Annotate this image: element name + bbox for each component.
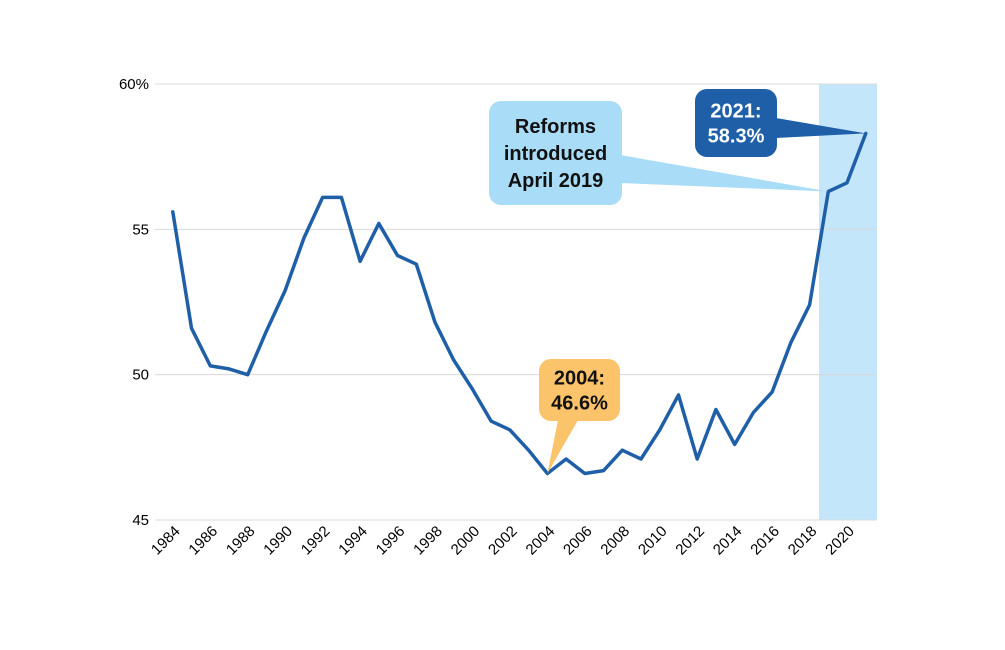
x-tick-label: 2018: [785, 523, 821, 559]
callout-text-line: April 2019: [508, 170, 604, 192]
y-tick-label: 50: [132, 367, 149, 384]
callout-box: [695, 89, 777, 157]
x-tick-label: 1994: [335, 523, 371, 559]
callout-pointer: [620, 155, 829, 192]
callout-low2004: 2004: 46.6%: [539, 359, 620, 474]
x-tick-label: 2012: [672, 523, 708, 559]
callout-text-line: 2021:: [710, 101, 761, 123]
y-tick-label: 55: [132, 221, 149, 238]
x-tick-label: 1996: [373, 523, 409, 559]
y-tick-label: 60%: [119, 76, 149, 93]
callout-peak2021: 2021: 58.3%: [695, 89, 866, 157]
callout-pointer: [547, 420, 578, 474]
y-tick-label: 45: [132, 512, 149, 529]
callout-pointer: [776, 118, 866, 138]
series-line: [171, 131, 868, 476]
callout-text-line: introduced: [504, 143, 607, 165]
x-tick-label: 1990: [260, 523, 296, 559]
callout-text-line: 2004:: [554, 368, 605, 390]
x-tick-label: 2004: [523, 523, 559, 559]
x-tick-label: 2008: [597, 523, 633, 559]
x-tick-label: 2006: [560, 523, 596, 559]
callout-reforms: Reforms introduced April 2019: [489, 101, 829, 205]
callout-text-line: Reforms: [515, 116, 596, 138]
x-tick-label: 2010: [635, 523, 671, 559]
x-tick-label: 1988: [223, 523, 259, 559]
callout-text-line: 46.6%: [551, 393, 608, 415]
x-tick-label: 2014: [710, 523, 746, 559]
callout-text-line: 58.3%: [708, 126, 765, 148]
x-tick-label: 1984: [148, 523, 184, 559]
x-tick-label: 2000: [448, 523, 484, 559]
reform-period-shading: [818, 84, 877, 520]
x-tick-label: 2020: [822, 523, 858, 559]
x-tick-label: 1986: [185, 523, 221, 559]
x-tick-label: 2016: [747, 523, 783, 559]
x-tick-label: 1992: [298, 523, 334, 559]
x-tick-label: 1998: [410, 523, 446, 559]
callout-box: [489, 101, 622, 205]
callout-box: [539, 359, 620, 421]
x-tick-label: 2002: [485, 523, 521, 559]
